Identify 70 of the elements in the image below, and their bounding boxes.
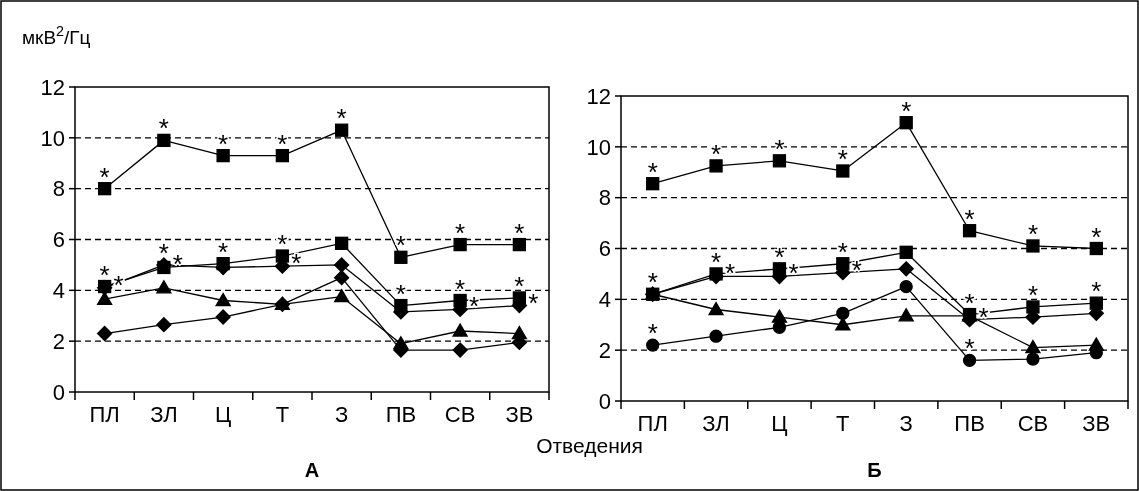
- y-tick-label: 10: [40, 125, 65, 151]
- x-tick-label: ЗВ: [505, 402, 534, 427]
- y-axis-title: мкВ$^{2}$/Гц: [22, 23, 91, 48]
- y-tick-label: 0: [598, 388, 611, 414]
- annotation: *: [528, 287, 539, 318]
- annotation: *: [711, 138, 722, 169]
- annotation: *: [514, 217, 525, 248]
- annotation: *: [469, 291, 480, 322]
- annotation: *: [711, 246, 722, 277]
- x-tick-label: Ц: [214, 402, 232, 427]
- annotation: *: [1027, 218, 1038, 249]
- annotation: *: [774, 133, 785, 164]
- annotation: *: [218, 236, 229, 267]
- y-tick-label: 8: [598, 185, 611, 211]
- annotation: *: [837, 143, 848, 174]
- x-tick-label: ПЛ: [89, 402, 120, 427]
- annotation: *: [455, 273, 466, 304]
- x-tick-label: ПВ: [385, 402, 417, 427]
- x-tick-label: ПВ: [954, 411, 985, 436]
- annotation: *: [1091, 221, 1102, 252]
- x-tick-label: ЗЛ: [150, 402, 178, 427]
- annotation: *: [158, 113, 169, 144]
- x-tick-label: Т: [275, 402, 290, 427]
- annotation: *: [647, 267, 658, 298]
- text: А: [304, 459, 320, 481]
- annotation: *: [395, 230, 406, 261]
- annotation: *: [291, 248, 302, 279]
- y-tick-label: 12: [586, 83, 611, 109]
- x-tick-label: СВ: [1017, 411, 1049, 436]
- x-tick-label: Т: [836, 411, 850, 436]
- y-tick-label: 0: [52, 379, 65, 405]
- annotation: *: [336, 103, 347, 134]
- x-tick-label: З: [334, 402, 349, 427]
- y-tick-label: 6: [598, 236, 611, 262]
- annotation: *: [964, 333, 975, 364]
- annotation: *: [455, 217, 466, 248]
- annotation: *: [514, 270, 525, 301]
- y-tick-label: 6: [52, 227, 65, 253]
- x-tick-label: ЗЛ: [702, 411, 730, 436]
- y-tick-label: 10: [586, 134, 611, 160]
- annotation: *: [964, 203, 975, 234]
- annotation: *: [158, 237, 169, 268]
- y-tick-label: 8: [52, 176, 65, 202]
- annotation: *: [1027, 279, 1038, 310]
- x-tick-label: ЗВ: [1082, 411, 1111, 436]
- annotation: *: [99, 259, 110, 290]
- y-tick-label: 4: [52, 278, 65, 304]
- x-tick-label: ПЛ: [637, 411, 668, 436]
- annotation: *: [218, 128, 229, 159]
- annotation: *: [788, 258, 799, 289]
- annotation: *: [1091, 276, 1102, 307]
- y-tick-label: 2: [52, 328, 65, 354]
- text: Б: [867, 459, 882, 481]
- x-tick-label: СВ: [444, 402, 476, 427]
- annotation: *: [277, 128, 288, 159]
- x-tick-label: Ц: [771, 411, 788, 436]
- annotation: *: [99, 161, 110, 192]
- y-tick-label: 2: [598, 337, 611, 363]
- annotation: *: [964, 287, 975, 318]
- annotation: *: [277, 229, 288, 260]
- x-axis-title: Отведения: [536, 434, 643, 457]
- annotation: *: [172, 249, 183, 280]
- y-tick-label: 12: [40, 74, 65, 100]
- annotation: *: [901, 95, 912, 126]
- annotation: *: [851, 254, 862, 285]
- y-tick-label: 4: [598, 287, 611, 313]
- annotation: *: [774, 241, 785, 272]
- annotation: *: [647, 318, 658, 349]
- x-tick-label: З: [899, 411, 913, 436]
- annotation: *: [647, 156, 658, 187]
